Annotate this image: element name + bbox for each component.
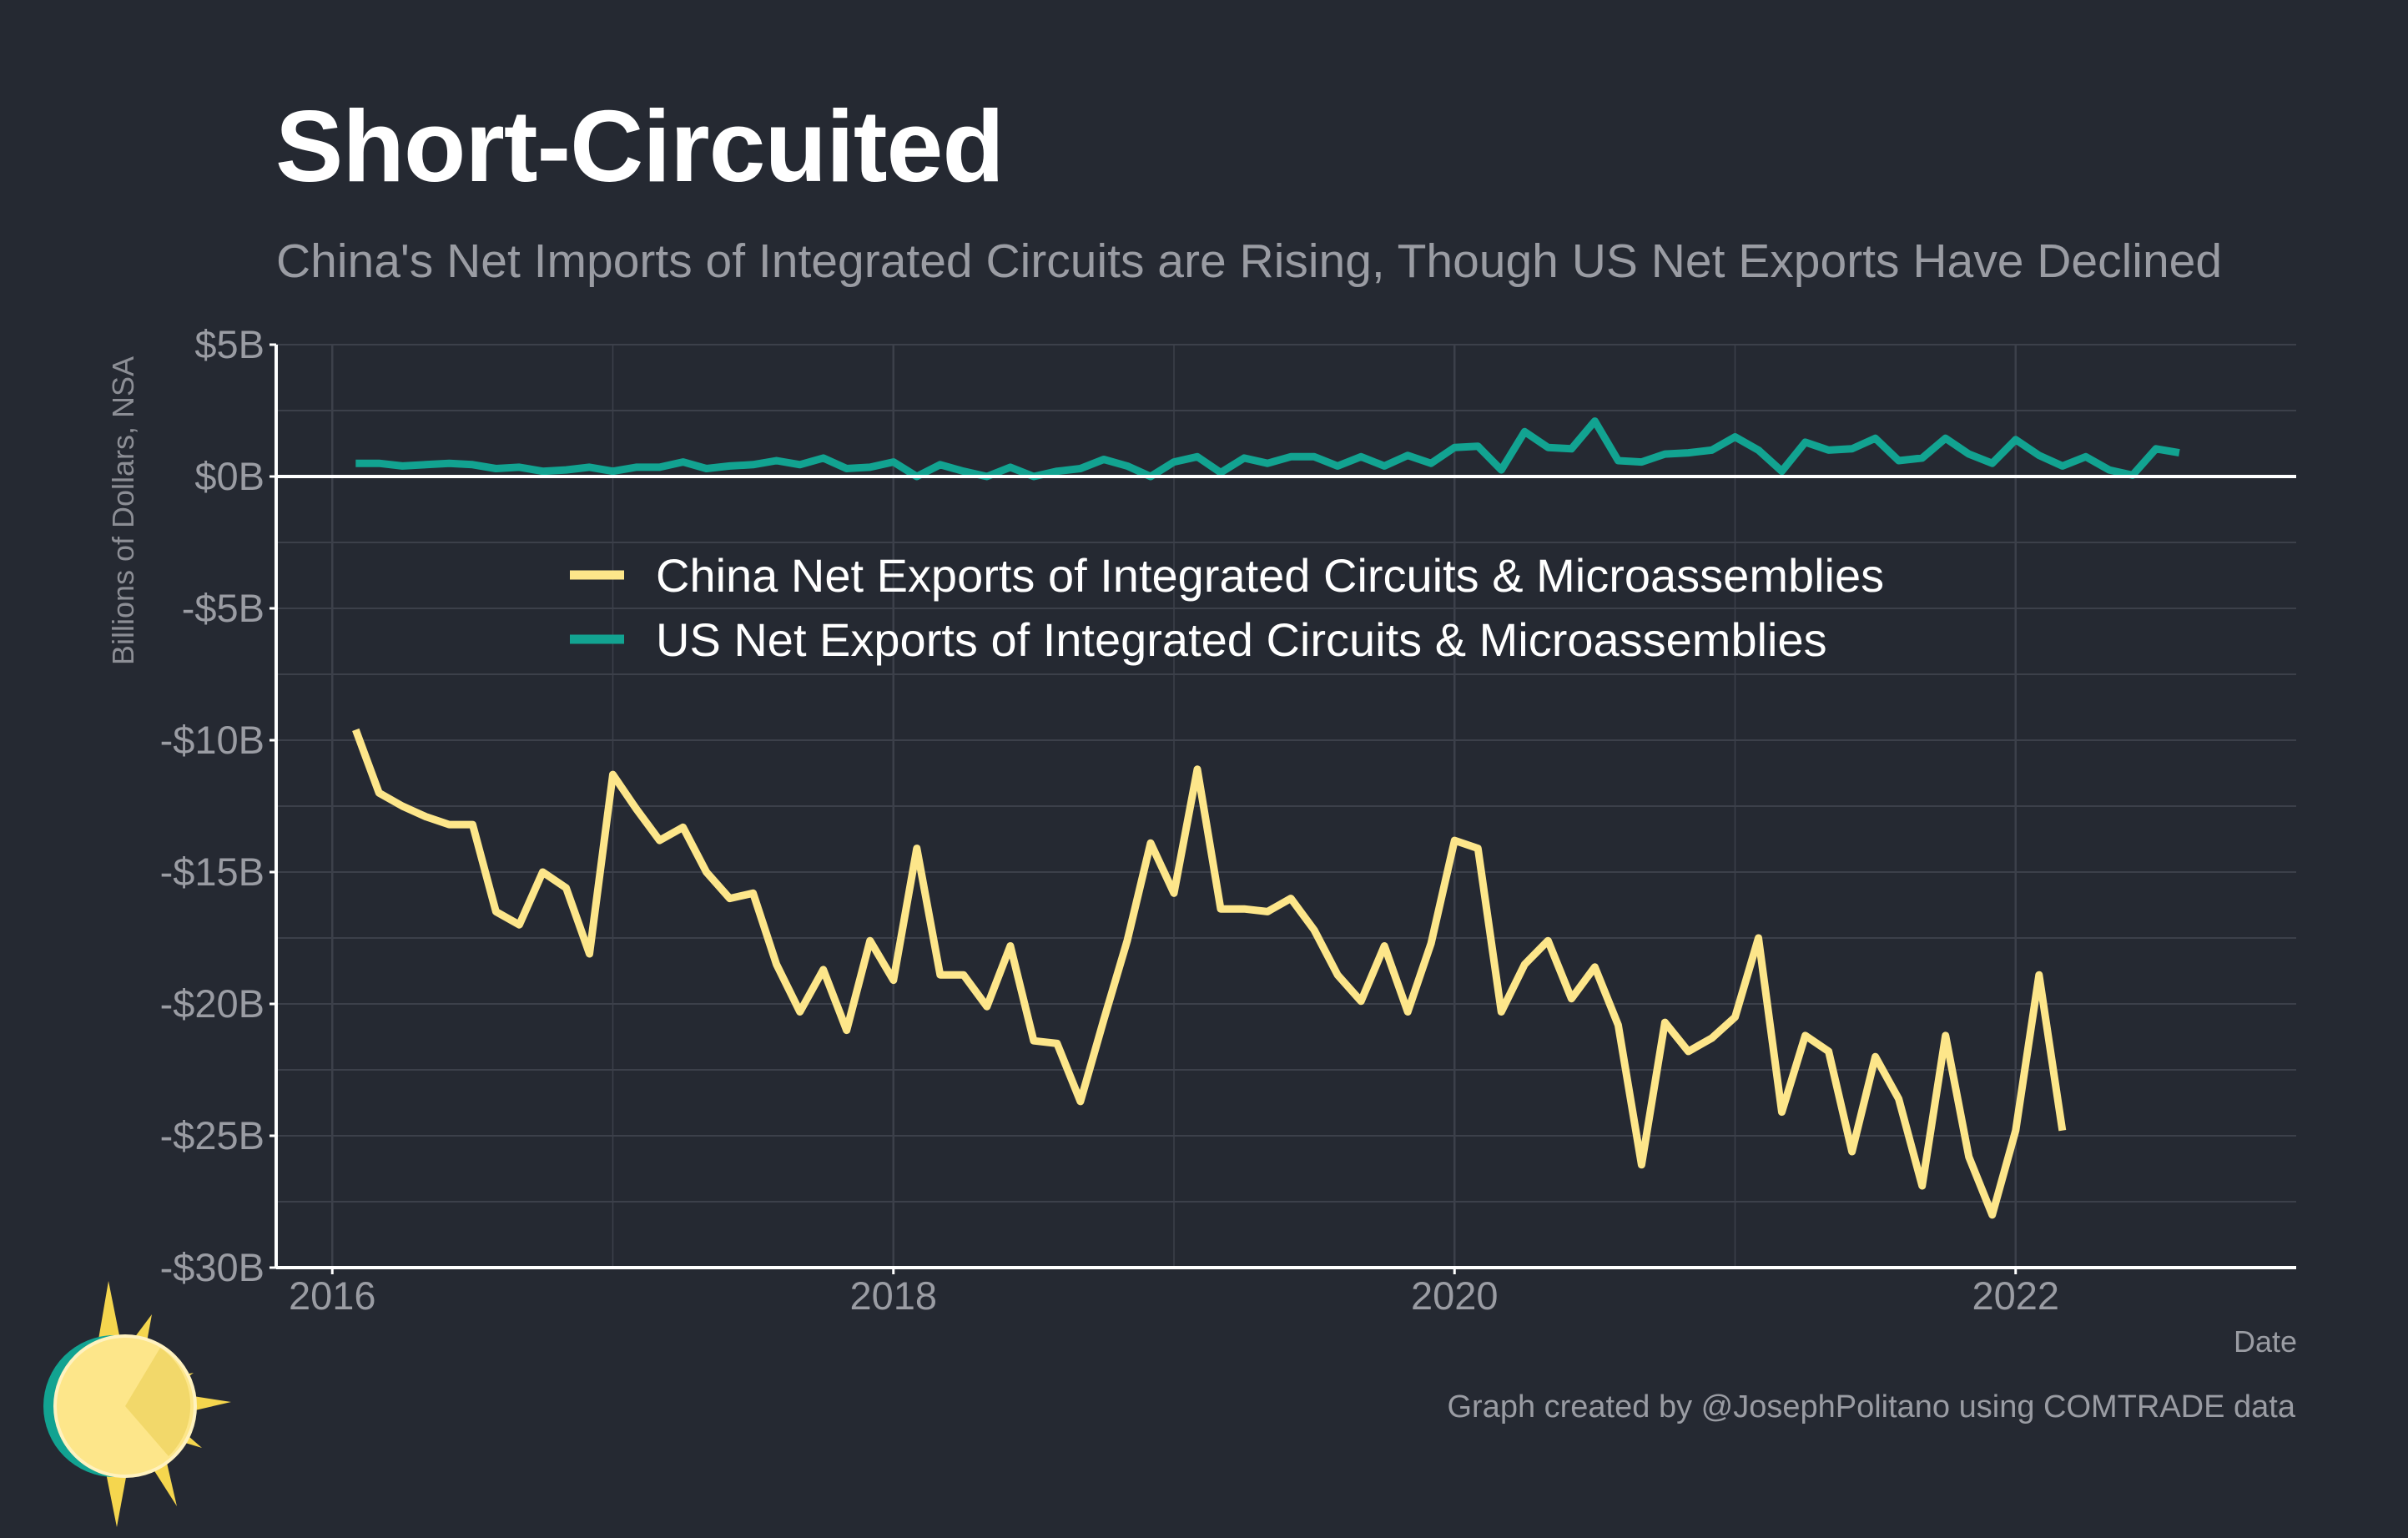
x-tick-label: 2020 [1411,1273,1499,1318]
x-axis-ticks: 2016 2018 2020 2022 [289,1268,2059,1318]
y-tick-label: -$5B [182,586,264,630]
source-caption: Graph created by @JosephPolitano using C… [1447,1389,2295,1425]
x-axis-title: Date [2233,1324,2297,1359]
y-tick-label: -$15B [160,850,264,894]
y-tick-label: $5B [194,322,264,366]
series-line-us [355,417,2180,481]
legend-label: US Net Exports of Integrated Circuits & … [656,613,1827,666]
y-axis-ticks: $5B $0B -$5B -$10B -$15B -$20B -$25B -$30B [160,322,276,1289]
chart-subtitle: China's Net Imports of Integrated Circui… [276,234,2223,288]
chart-title: Short-Circuited [275,89,1005,203]
x-tick-label: 2016 [289,1273,376,1318]
axes [275,345,2296,1269]
legend: China Net Exports of Integrated Circuits… [570,549,1884,666]
series-line-china [352,728,2067,1219]
y-tick-label: $0B [194,454,264,498]
x-tick-label: 2018 [849,1273,937,1318]
y-tick-label: -$30B [160,1245,264,1289]
legend-label: China Net Exports of Integrated Circuits… [656,549,1884,602]
y-tick-label: -$20B [160,981,264,1026]
y-axis-title: Billions of Dollars, NSA [106,356,140,665]
sun-logo-icon [43,1281,231,1527]
grid-lines [276,344,2296,1268]
y-tick-label: -$10B [160,718,264,762]
series-lines [352,417,2180,1219]
x-tick-label: 2022 [1972,1273,2059,1318]
y-tick-label: -$25B [160,1113,264,1157]
